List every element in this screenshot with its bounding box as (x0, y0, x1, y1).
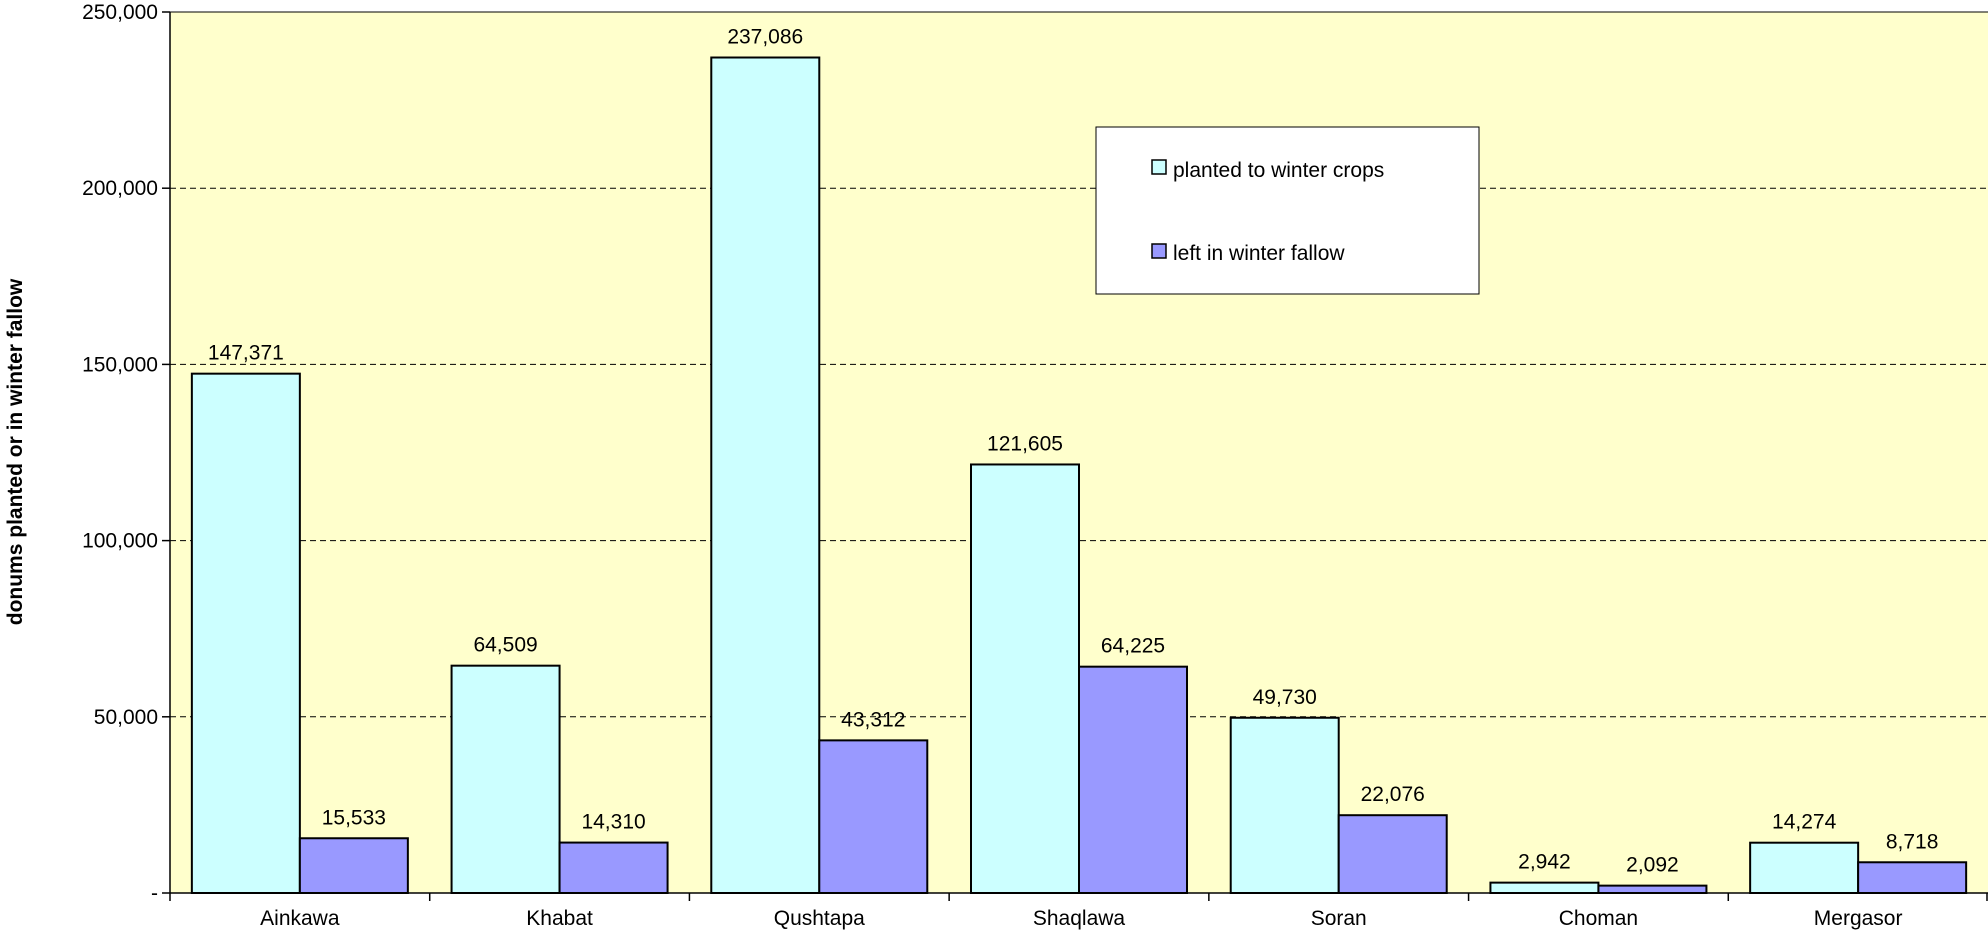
data-label: 237,086 (727, 26, 803, 49)
data-labels: 147,371 15,533 64,509 14,310 237,086 43,312 12… (208, 26, 1939, 877)
legend-label-fallow: left in winter fallow (1173, 242, 1345, 265)
bar-planted (710, 56, 821, 895)
x-tick-label: Choman (1559, 907, 1638, 930)
data-label: 64,225 (1101, 635, 1165, 658)
bar-fallow (818, 739, 929, 895)
data-label: 22,076 (1361, 783, 1425, 806)
y-tick-label: 150,000 (82, 353, 158, 376)
bar-fallow (1078, 665, 1188, 894)
data-label: 43,312 (841, 708, 905, 731)
x-tick-label: Mergasor (1814, 907, 1903, 930)
legend: planted to winter crops left in winter f… (1095, 126, 1480, 295)
data-label: 14,274 (1772, 811, 1837, 834)
bar-planted (190, 372, 301, 894)
x-axis-ticks: Ainkawa Khabat Qushtapa Shaqlawa Soran Choman… (169, 893, 1988, 930)
data-label: 147,371 (208, 342, 284, 365)
x-tick-label: Ainkawa (260, 907, 340, 930)
y-axis-title: donums planted or in winter fallow (4, 278, 27, 625)
bar-fallow (298, 837, 409, 895)
data-label: 121,605 (987, 432, 1063, 455)
x-tick-label: Shaqlawa (1033, 907, 1126, 930)
bar-planted (450, 664, 561, 894)
bar-planted (1749, 841, 1860, 894)
bar-fallow (1337, 814, 1448, 894)
y-tick-label: - (151, 882, 158, 905)
bar-fallow (1857, 861, 1968, 895)
bar-fallow (558, 841, 669, 894)
legend-label-planted: planted to winter crops (1173, 159, 1384, 182)
x-tick-label: Khabat (526, 907, 593, 930)
y-axis-ticks: - 50,000 100,000 150,000 200,000 250,000 (82, 1, 170, 905)
legend-box (1095, 126, 1480, 295)
bar-planted (970, 463, 1080, 894)
data-label: 8,718 (1886, 830, 1939, 853)
bar-planted (1229, 716, 1340, 894)
data-label: 14,310 (581, 811, 645, 834)
y-tick-label: 250,000 (82, 1, 158, 24)
bars (190, 56, 1968, 895)
y-tick-label: 50,000 (94, 706, 158, 729)
bar-planted (1489, 881, 1600, 894)
data-label: 49,730 (1253, 686, 1317, 709)
y-tick-label: 100,000 (82, 530, 158, 553)
axes (169, 12, 1988, 894)
y-tick-label: 200,000 (82, 177, 158, 200)
x-tick-label: Qushtapa (774, 907, 865, 930)
data-label: 64,509 (473, 634, 537, 657)
bar-fallow (1597, 884, 1708, 895)
data-label: 2,942 (1518, 851, 1571, 874)
data-label: 2,092 (1626, 854, 1679, 877)
legend-swatch-planted (1151, 159, 1167, 175)
data-label: 15,533 (322, 806, 386, 829)
x-tick-label: Soran (1311, 907, 1367, 930)
legend-swatch-fallow (1151, 243, 1167, 259)
